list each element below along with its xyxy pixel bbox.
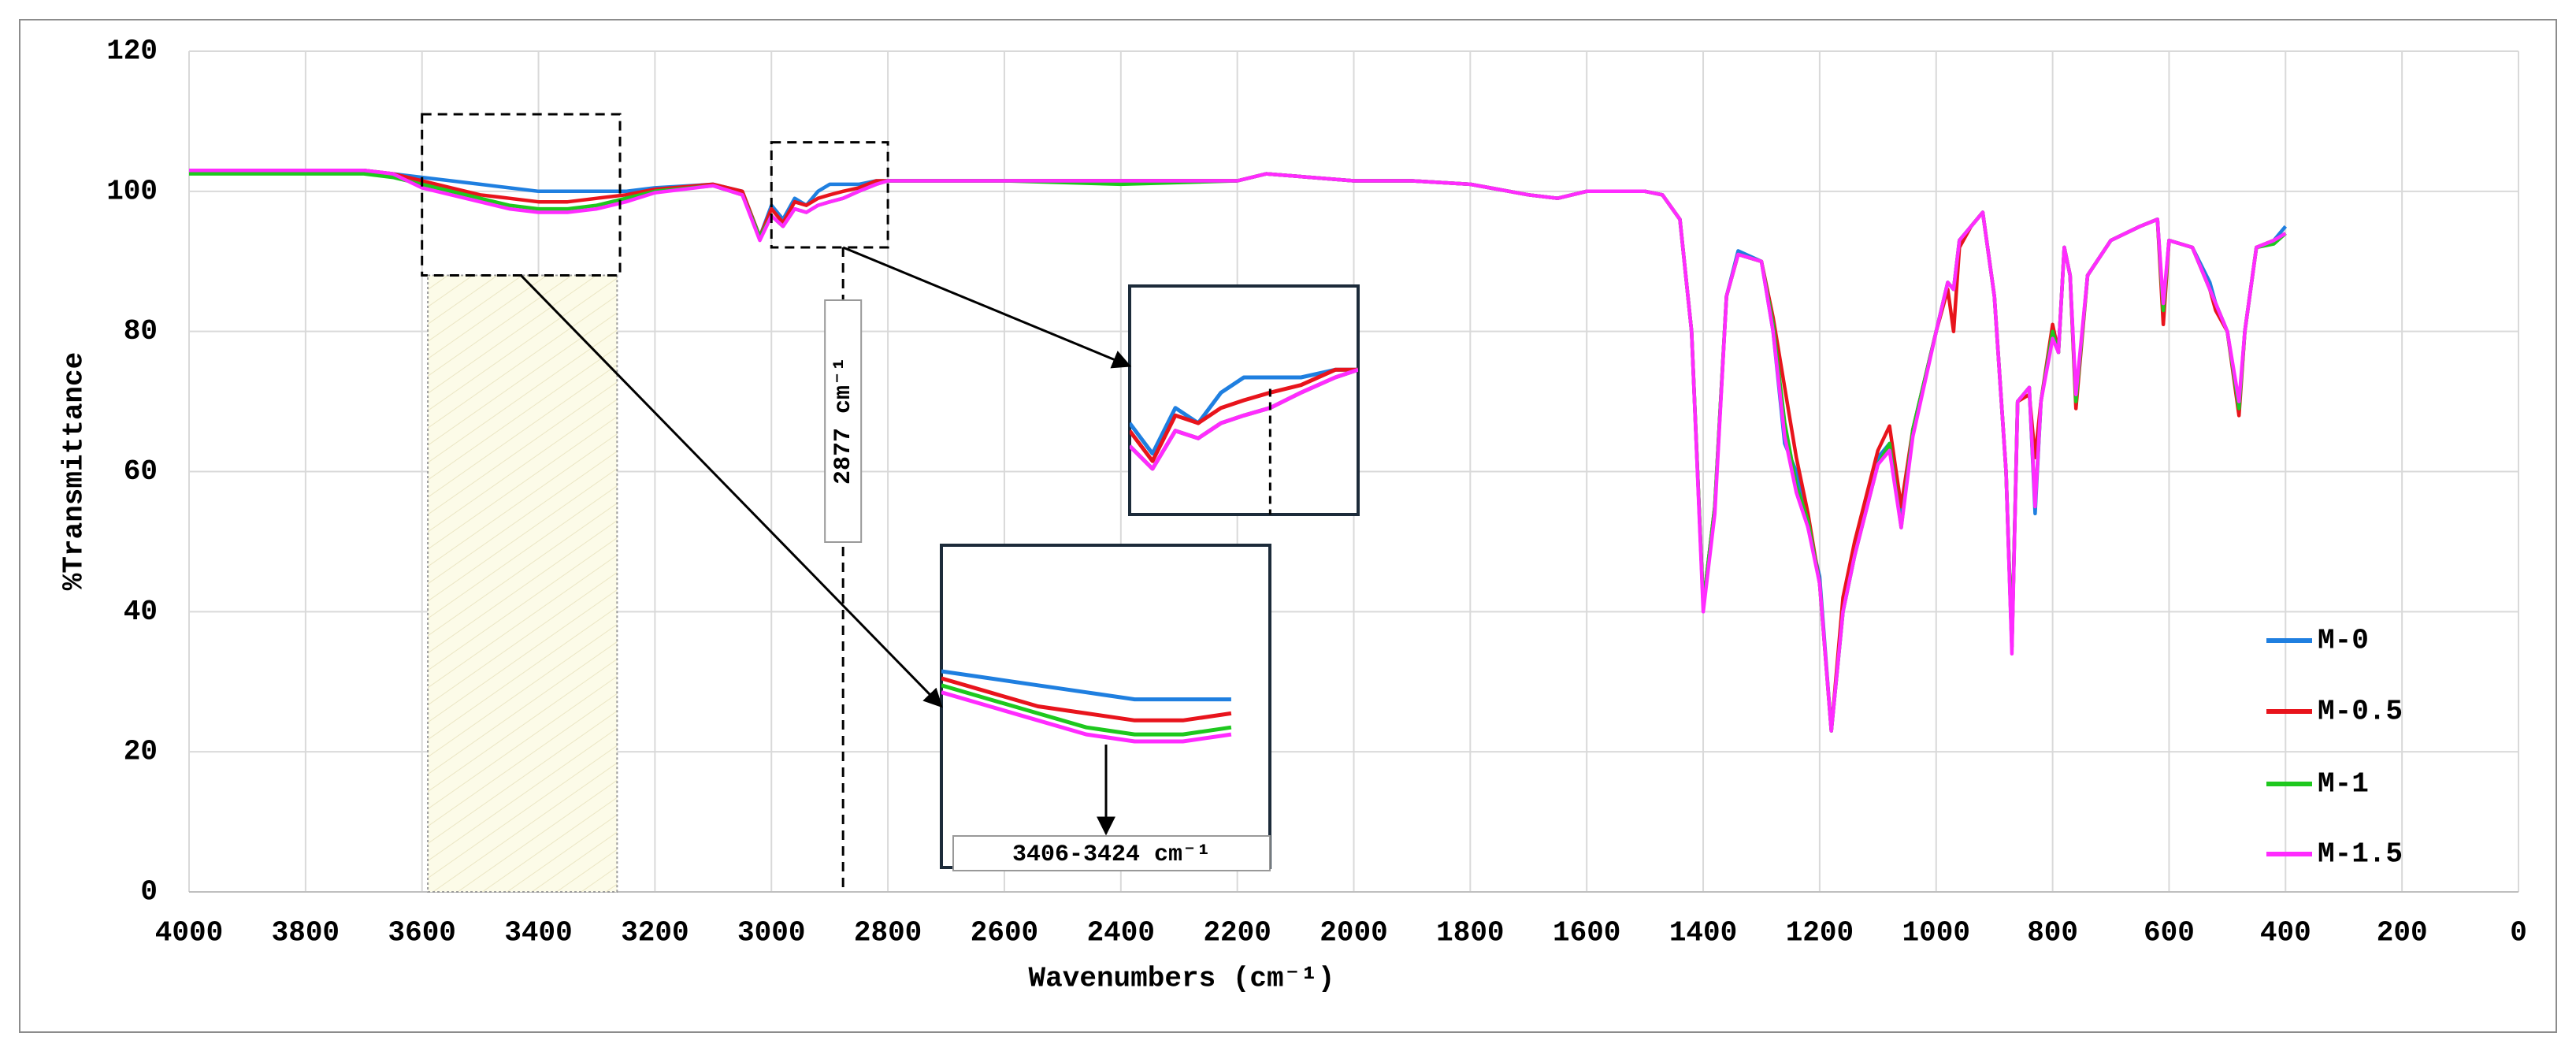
inset-plot <box>941 669 1232 744</box>
inset-line <box>1130 367 1358 456</box>
inset-line <box>1130 367 1358 463</box>
inset-line <box>1130 367 1358 471</box>
x-tick-label: 2400 <box>1087 917 1155 949</box>
inset-line <box>941 676 1232 723</box>
legend-label: M-0 <box>2318 625 2369 657</box>
inset-line <box>941 669 1231 702</box>
x-tick-label: 1600 <box>1553 917 1620 949</box>
y-tick-label: 80 <box>124 315 158 347</box>
x-tick-label: 0 <box>2510 917 2527 949</box>
x-tick-label: 2600 <box>971 917 1038 949</box>
annotation-layer: 2877 cm⁻¹ 3406-3424 cm⁻¹ <box>421 113 1360 892</box>
inset-line <box>941 690 1232 744</box>
x-tick-label: 600 <box>2144 917 2195 949</box>
y-tick-label: 60 <box>124 455 158 488</box>
highlight-band <box>427 274 618 893</box>
annotation-label: 3406-3424 cm⁻¹ <box>1012 841 1211 868</box>
x-axis-label: Wavenumbers (cm⁻¹) <box>1029 963 1335 995</box>
highlight-layer <box>427 274 618 893</box>
legend-label: M-1 <box>2318 768 2369 801</box>
inset-line <box>941 683 1232 737</box>
annotation-label: 2877 cm⁻¹ <box>830 357 857 485</box>
x-tick-label: 2000 <box>1320 917 1387 949</box>
frame <box>19 19 2557 1033</box>
y-axis-label: %Transmittance <box>58 352 91 590</box>
x-tick-label: 200 <box>2377 917 2428 949</box>
x-tick-label: 3800 <box>272 917 340 949</box>
zoom-arrow <box>520 274 943 708</box>
annotation-box <box>824 299 863 543</box>
zoom-arrow <box>842 246 1132 369</box>
x-tick-label: 800 <box>2027 917 2078 949</box>
y-tick-label: 40 <box>124 596 158 628</box>
x-tick-label: 3600 <box>388 917 455 949</box>
x-tick-label: 1400 <box>1669 917 1737 949</box>
x-tick-label: 2200 <box>1203 917 1271 949</box>
y-tick-label: 100 <box>106 175 158 207</box>
x-tick-label: 4000 <box>155 917 223 949</box>
x-tick-label: 1800 <box>1436 917 1504 949</box>
x-tick-label: 3400 <box>504 917 572 949</box>
y-tick-label: 120 <box>106 35 158 68</box>
x-tick-label: 1000 <box>1902 917 1970 949</box>
legend-label: M-1.5 <box>2318 838 2403 871</box>
legend-label: M-0.5 <box>2318 696 2403 728</box>
x-tick-label: 3000 <box>737 917 805 949</box>
series-line <box>189 168 2287 733</box>
x-tick-label: 3200 <box>621 917 689 949</box>
inset-plot <box>1130 367 1358 471</box>
x-tick-label: 1200 <box>1786 917 1854 949</box>
y-tick-label: 0 <box>140 876 158 908</box>
annotation-box <box>952 835 1271 871</box>
y-tick-label: 20 <box>124 736 158 768</box>
series-layer <box>189 168 2288 733</box>
x-tick-label: 2800 <box>854 917 922 949</box>
x-tick-label: 400 <box>2260 917 2311 949</box>
